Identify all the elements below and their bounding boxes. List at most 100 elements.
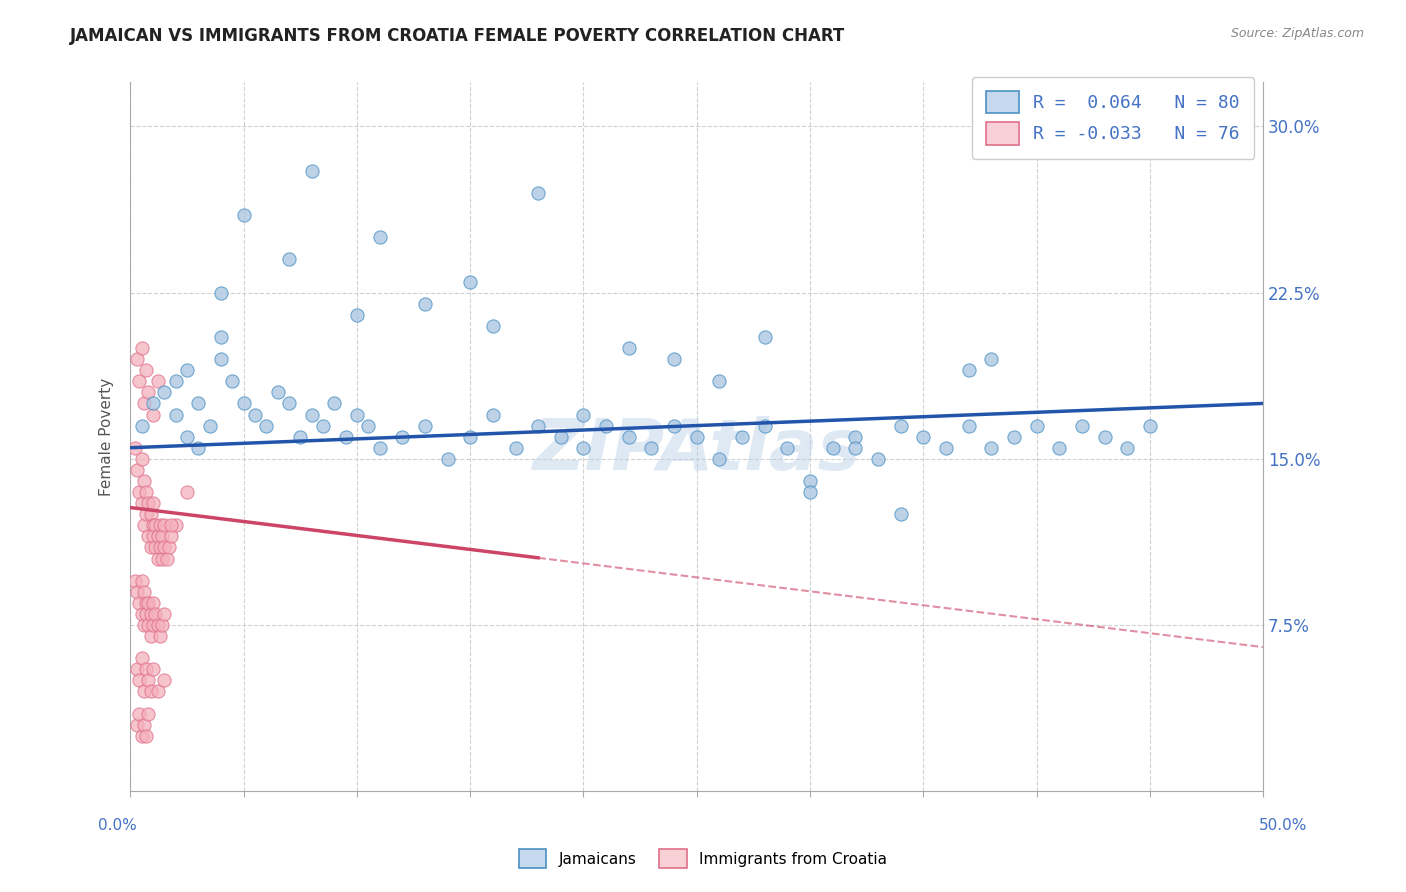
- Point: [132, 618, 155, 632]
- Point: [957, 418, 980, 433]
- Point: [132, 396, 155, 410]
- Point: [458, 430, 481, 444]
- Point: [138, 673, 160, 688]
- Point: [505, 441, 527, 455]
- Point: [209, 330, 232, 344]
- Text: 0.0%: 0.0%: [98, 818, 138, 832]
- Point: [135, 507, 157, 521]
- Point: [153, 541, 176, 555]
- Point: [1025, 418, 1047, 433]
- Point: [153, 385, 176, 400]
- Point: [132, 684, 155, 698]
- Point: [617, 430, 640, 444]
- Point: [131, 418, 153, 433]
- Point: [150, 551, 173, 566]
- Point: [1116, 441, 1139, 455]
- Point: [176, 485, 198, 500]
- Point: [1139, 418, 1161, 433]
- Point: [278, 396, 301, 410]
- Point: [146, 618, 169, 632]
- Point: [127, 662, 149, 676]
- Point: [128, 706, 150, 721]
- Point: [153, 607, 176, 621]
- Point: [176, 363, 198, 377]
- Point: [550, 430, 572, 444]
- Point: [335, 430, 357, 444]
- Point: [482, 318, 505, 333]
- Point: [572, 408, 595, 422]
- Point: [890, 507, 912, 521]
- Point: [254, 418, 277, 433]
- Point: [143, 541, 166, 555]
- Point: [142, 596, 165, 610]
- Point: [131, 451, 153, 466]
- Point: [662, 418, 685, 433]
- Point: [135, 596, 157, 610]
- Point: [146, 374, 169, 388]
- Point: [290, 430, 312, 444]
- Text: Source: ZipAtlas.com: Source: ZipAtlas.com: [1230, 27, 1364, 40]
- Legend: R =  0.064   N = 80, R = -0.033   N = 76: R = 0.064 N = 80, R = -0.033 N = 76: [972, 77, 1254, 159]
- Point: [799, 474, 821, 488]
- Point: [128, 485, 150, 500]
- Point: [368, 441, 391, 455]
- Point: [709, 451, 731, 466]
- Point: [127, 717, 149, 731]
- Point: [135, 607, 157, 621]
- Point: [135, 662, 157, 676]
- Point: [413, 418, 436, 433]
- Point: [482, 408, 505, 422]
- Point: [754, 330, 776, 344]
- Point: [135, 729, 157, 743]
- Point: [131, 496, 153, 510]
- Point: [139, 607, 162, 621]
- Point: [436, 451, 458, 466]
- Point: [124, 441, 146, 455]
- Point: [128, 374, 150, 388]
- Point: [124, 574, 146, 588]
- Point: [138, 529, 160, 543]
- Point: [149, 518, 172, 533]
- Point: [138, 596, 160, 610]
- Point: [754, 418, 776, 433]
- Point: [209, 285, 232, 300]
- Point: [146, 684, 169, 698]
- Point: [866, 451, 889, 466]
- Point: [323, 396, 346, 410]
- Point: [153, 518, 176, 533]
- Point: [368, 230, 391, 244]
- Point: [139, 629, 162, 643]
- Point: [131, 607, 153, 621]
- Point: [413, 296, 436, 310]
- Point: [799, 485, 821, 500]
- Point: [138, 618, 160, 632]
- Point: [142, 662, 165, 676]
- Point: [142, 529, 165, 543]
- Point: [139, 684, 162, 698]
- Point: [821, 441, 844, 455]
- Point: [357, 418, 380, 433]
- Point: [1071, 418, 1094, 433]
- Point: [187, 441, 209, 455]
- Point: [458, 275, 481, 289]
- Point: [912, 430, 935, 444]
- Point: [127, 463, 149, 477]
- Point: [149, 629, 172, 643]
- Point: [160, 518, 183, 533]
- Point: [187, 396, 209, 410]
- Point: [149, 541, 172, 555]
- Point: [143, 518, 166, 533]
- Point: [346, 408, 368, 422]
- Point: [935, 441, 957, 455]
- Point: [131, 341, 153, 355]
- Point: [776, 441, 799, 455]
- Point: [221, 374, 243, 388]
- Point: [209, 352, 232, 367]
- Legend: Jamaicans, Immigrants from Croatia: Jamaicans, Immigrants from Croatia: [512, 841, 894, 875]
- Point: [132, 518, 155, 533]
- Point: [709, 374, 731, 388]
- Point: [165, 374, 187, 388]
- Point: [138, 496, 160, 510]
- Point: [266, 385, 288, 400]
- Point: [132, 717, 155, 731]
